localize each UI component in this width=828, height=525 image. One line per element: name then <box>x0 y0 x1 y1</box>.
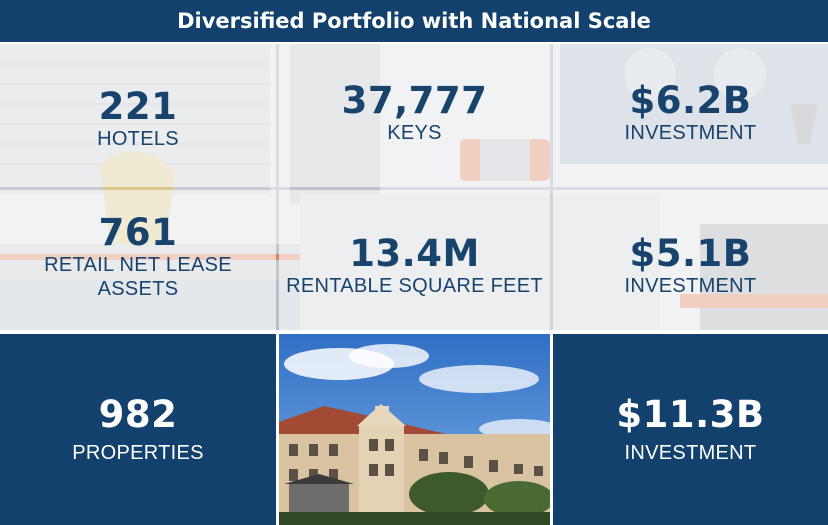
stat-label-line1: RETAIL NET LEASE <box>44 254 232 276</box>
stat-value: 13.4M <box>349 232 480 275</box>
stat-value: 221 <box>98 84 178 128</box>
stat-label: PROPERTIES <box>72 441 204 464</box>
stat-tile-square-feet: 13.4M RENTABLE SQUARE FEET <box>279 190 550 330</box>
stat-label: KEYS <box>387 121 442 144</box>
stat-value: $6.2B <box>629 78 752 122</box>
hotel-building-photo <box>279 334 550 525</box>
page-title-banner: Diversified Portfolio with National Scal… <box>0 0 828 42</box>
stat-label: INVESTMENT <box>624 441 757 464</box>
stat-tile-hotels: 221 HOTELS <box>0 44 276 187</box>
stat-tile-hotel-investment: $6.2B INVESTMENT <box>553 44 828 187</box>
stat-value: 37,777 <box>341 78 488 122</box>
stat-value: $5.1B <box>629 232 752 275</box>
stat-tile-properties: 982 PROPERTIES <box>0 334 276 525</box>
stat-tile-retail-assets: 761 RETAIL NET LEASE ASSETS <box>0 190 276 330</box>
stat-label: INVESTMENT <box>624 121 757 144</box>
stat-label-line2: ASSETS <box>97 278 179 300</box>
stat-tile-retail-investment: $5.1B INVESTMENT <box>553 190 828 330</box>
stat-label: RENTABLE SQUARE FEET <box>286 275 543 297</box>
page-title: Diversified Portfolio with National Scal… <box>177 9 651 33</box>
stat-tile-total-investment: $11.3B INVESTMENT <box>553 334 828 525</box>
stat-label: INVESTMENT <box>624 275 757 297</box>
stat-tile-keys: 37,777 KEYS <box>279 44 550 187</box>
stat-label: HOTELS <box>97 127 179 150</box>
stat-value: 761 <box>98 211 178 254</box>
stat-value: 982 <box>98 392 178 436</box>
stat-value: $11.3B <box>616 392 765 436</box>
